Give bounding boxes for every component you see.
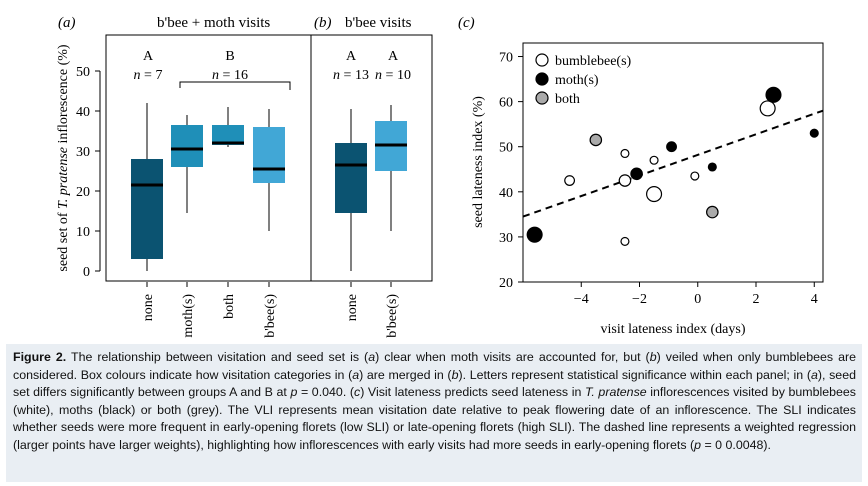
- category-label: b'bee(s): [263, 294, 278, 338]
- category-label: none: [141, 294, 156, 321]
- data-point: [706, 205, 719, 219]
- data-point: [690, 171, 700, 181]
- scatter-legend: bumblebee(s) moth(s) both: [535, 53, 632, 107]
- y-tick-label: 60: [499, 96, 513, 111]
- x-tick-label: 0: [694, 292, 701, 307]
- data-point: [620, 236, 630, 246]
- boxplot-frame: [105, 34, 433, 282]
- data-point: [666, 141, 677, 153]
- y-tick-label: 40: [76, 105, 90, 120]
- box: [131, 159, 163, 259]
- box-category-labels: none moth(s) both b'bee(s) none b'bee(s): [141, 282, 400, 338]
- data-point: [707, 162, 717, 172]
- data-point: [630, 167, 643, 181]
- panel-a-label: (a): [58, 15, 76, 31]
- data-point: [589, 133, 603, 147]
- data-point: [618, 174, 632, 187]
- data-point: [526, 226, 543, 243]
- category-label: none: [345, 294, 360, 321]
- y-tick-label: 70: [499, 51, 513, 66]
- category-label: b'bee(s): [385, 294, 400, 338]
- y-tick-label: 30: [76, 145, 90, 160]
- x-tick-label: 4: [811, 292, 818, 307]
- y-tick-label: 20: [499, 276, 513, 291]
- panel-b-title: b'bee visits: [345, 15, 412, 31]
- y-tick-label: 50: [76, 65, 90, 80]
- legend-marker: [535, 91, 549, 105]
- data-point: [765, 86, 782, 103]
- x-tick-label: −2: [632, 292, 647, 307]
- data-point: [809, 128, 819, 138]
- group-letter: B: [225, 49, 234, 64]
- group-b-bracket: [179, 81, 291, 90]
- group-n: n = 7: [134, 68, 163, 83]
- scatter-x-label: visit lateness index (days): [600, 322, 745, 337]
- legend-marker: [535, 53, 549, 67]
- scatter-points: [526, 86, 819, 246]
- significance-letters: An = 7 Bn = 16 An = 13 An = 10: [134, 49, 411, 83]
- box: [171, 125, 203, 167]
- scatter-y-axis: 20 30 40 50 60 70: [499, 51, 523, 291]
- box: [335, 143, 367, 213]
- panel-a-title: b'bee + moth visits: [157, 15, 270, 31]
- boxplot-y-label: seed set of T. pratense inflorescence (%…: [56, 44, 71, 272]
- box: [212, 125, 244, 145]
- y-tick-label: 0: [83, 265, 90, 280]
- legend-marker: [535, 72, 549, 86]
- data-point: [564, 175, 576, 186]
- data-point: [759, 100, 776, 117]
- legend-label: bumblebee(s): [555, 54, 632, 69]
- legend-label: both: [555, 92, 580, 107]
- data-point: [620, 148, 630, 159]
- group-n: n = 10: [375, 68, 411, 83]
- category-label: both: [222, 294, 237, 319]
- y-tick-label: 20: [76, 185, 90, 200]
- legend-label: moth(s): [555, 73, 599, 88]
- boxplot-y-axis: 0 10 20 30 40 50: [76, 65, 101, 280]
- data-point: [649, 155, 659, 165]
- panel-c-label: (c): [458, 15, 475, 31]
- category-label: moth(s): [181, 294, 196, 338]
- y-tick-label: 40: [499, 186, 513, 201]
- figure-caption: Figure 2. The relationship between visit…: [6, 344, 862, 482]
- group-n: n = 13: [333, 68, 369, 83]
- caption-label: Figure 2.: [13, 350, 67, 364]
- data-point: [646, 186, 663, 203]
- panel-a-boxes: [131, 103, 285, 271]
- scatter-y-label: seed lateness index (%): [471, 96, 486, 228]
- y-tick-label: 50: [499, 141, 513, 156]
- group-letter: A: [346, 49, 357, 64]
- y-tick-label: 10: [76, 225, 90, 240]
- scatter-frame: [522, 42, 824, 283]
- group-n: n = 16: [212, 68, 248, 83]
- x-tick-label: −4: [574, 292, 589, 307]
- y-tick-label: 30: [499, 231, 513, 246]
- regression-line: [522, 109, 824, 218]
- panel-b-label: (b): [314, 15, 332, 31]
- group-letter: A: [388, 49, 399, 64]
- figure-2: (a) b'bee + moth visits (b) b'bee visits…: [56, 15, 824, 338]
- group-letter: A: [143, 49, 154, 64]
- x-tick-label: 2: [753, 292, 760, 307]
- box: [253, 127, 285, 183]
- panel-b-boxes: [335, 105, 407, 271]
- scatter-x-axis: −4 −2 0 2 4: [574, 282, 818, 307]
